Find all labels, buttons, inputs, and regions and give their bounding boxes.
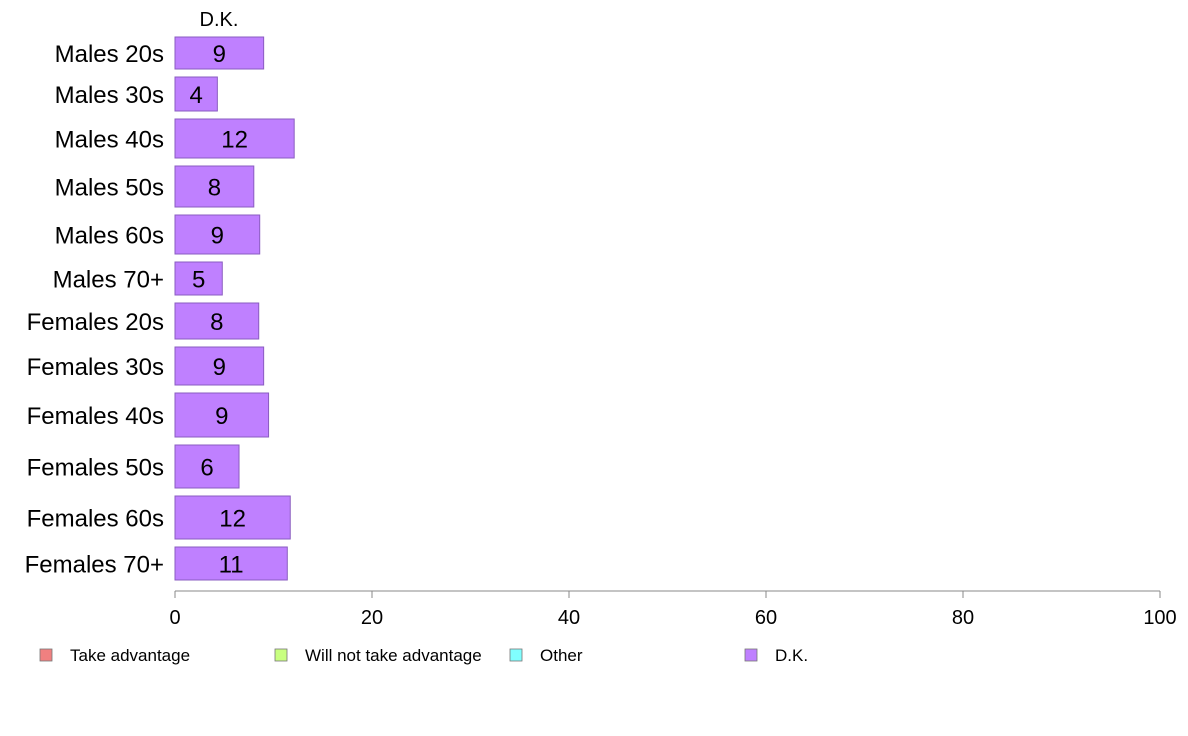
bar-value-label: 5 bbox=[192, 267, 205, 294]
category-label: Males 60s bbox=[55, 223, 164, 250]
x-tick-label: 60 bbox=[755, 607, 777, 629]
bar bbox=[174, 302, 260, 340]
bar bbox=[174, 36, 265, 70]
bar-value-label: 9 bbox=[211, 223, 224, 250]
legend-swatch bbox=[274, 648, 288, 662]
legend-swatch bbox=[39, 648, 53, 662]
bar-value-label: 9 bbox=[213, 41, 226, 68]
bar bbox=[174, 346, 265, 386]
column-header: D.K. bbox=[200, 9, 239, 31]
bar-value-label: 8 bbox=[208, 175, 221, 202]
bar-value-label: 11 bbox=[219, 552, 244, 579]
category-label: Females 70+ bbox=[25, 552, 164, 579]
category-label: Males 70+ bbox=[53, 267, 164, 294]
bar-value-label: 9 bbox=[215, 403, 228, 430]
bar bbox=[174, 444, 240, 489]
category-label: Males 50s bbox=[55, 175, 164, 202]
x-tick-label: 40 bbox=[558, 607, 580, 629]
bars-group: Males 20s 9 Males 30s 4 Males 40s 12 Males 50s… bbox=[25, 36, 295, 581]
bar-value-label: 6 bbox=[200, 455, 213, 482]
category-label: Males 40s bbox=[55, 127, 164, 154]
x-tick-label: 100 bbox=[1143, 607, 1176, 629]
x-axis: 0 20 40 60 80 100 bbox=[169, 590, 1177, 629]
bar bbox=[174, 546, 288, 581]
bar bbox=[174, 261, 223, 296]
category-label: Females 20s bbox=[27, 309, 164, 336]
legend-label: Will not take advantage bbox=[305, 646, 482, 665]
x-tick-label: 0 bbox=[169, 607, 180, 629]
category-label: Females 50s bbox=[27, 455, 164, 482]
x-tick-label: 20 bbox=[361, 607, 383, 629]
category-label: Females 30s bbox=[27, 354, 164, 381]
legend-swatch bbox=[509, 648, 523, 662]
bar-value-label: 9 bbox=[213, 354, 226, 381]
legend-label: Take advantage bbox=[70, 646, 190, 665]
bar-value-label: 12 bbox=[219, 506, 246, 533]
category-label: Males 20s bbox=[55, 41, 164, 68]
bar bbox=[174, 118, 295, 159]
x-tick-label: 80 bbox=[952, 607, 974, 629]
bar bbox=[174, 495, 291, 540]
bar-value-label: 4 bbox=[189, 82, 202, 109]
bar-value-label: 8 bbox=[210, 309, 223, 336]
category-label: Males 30s bbox=[55, 82, 164, 109]
bar bbox=[174, 76, 218, 112]
legend-label: Other bbox=[540, 646, 583, 665]
bar-value-label: 12 bbox=[221, 127, 248, 154]
legend: Take advantage Will not take advantage Oth… bbox=[39, 646, 808, 665]
category-label: Females 40s bbox=[27, 403, 164, 430]
bar bbox=[174, 392, 270, 438]
legend-label: D.K. bbox=[775, 646, 808, 665]
bar bbox=[174, 165, 255, 208]
category-label: Females 60s bbox=[27, 506, 164, 533]
bar bbox=[174, 214, 261, 255]
legend-swatch bbox=[744, 648, 758, 662]
